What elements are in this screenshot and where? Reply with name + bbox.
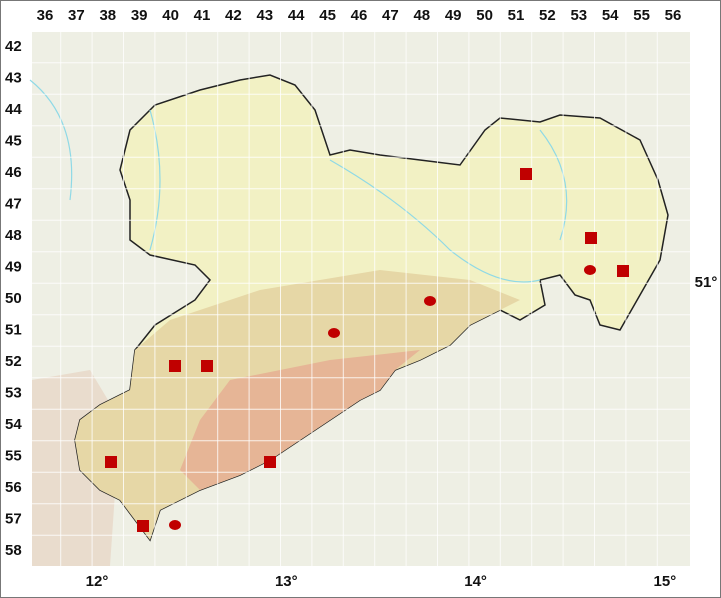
square-marker [617,265,629,277]
column-label: 40 [162,7,179,24]
row-label: 49 [5,258,22,275]
column-label: 54 [602,7,619,24]
row-label: 46 [5,164,22,181]
square-marker [137,520,149,532]
column-label: 45 [319,7,336,24]
labels: 36 37 38 39 40 41 42 43 44 45 46 47 48 49 50 51 52 53 54 55… [5,7,717,590]
grid [32,32,690,566]
longitude-label: 12° [86,573,109,590]
circle-marker [584,265,596,275]
column-label: 36 [37,7,54,24]
row-label: 48 [5,227,22,244]
column-label: 47 [382,7,399,24]
row-label: 44 [5,101,22,118]
column-label: 43 [256,7,273,24]
latitude-label: 51° [695,274,718,291]
column-label: 50 [476,7,493,24]
row-label: 45 [5,132,22,149]
longitude-label: 15° [654,573,677,590]
column-label: 48 [413,7,430,24]
row-label: 58 [5,542,22,559]
circle-marker [424,296,436,306]
longitude-label: 14° [464,573,487,590]
circle-marker [328,328,340,338]
relief-mountains [180,350,420,490]
square-marker [520,168,532,180]
column-label: 38 [99,7,116,24]
markers [105,168,629,532]
column-label: 39 [131,7,148,24]
column-label: 51 [508,7,525,24]
rivers [29,79,568,283]
column-label: 44 [288,7,305,24]
row-label: 53 [5,384,22,401]
circle-marker [169,520,181,530]
square-marker [264,456,276,468]
column-label: 46 [351,7,368,24]
column-label: 53 [570,7,587,24]
column-label: 41 [194,7,211,24]
column-label: 55 [633,7,650,24]
row-label: 43 [5,69,22,86]
row-label: 56 [5,479,22,496]
square-marker [169,360,181,372]
row-label: 54 [5,416,22,433]
row-label: 52 [5,353,22,370]
row-label: 55 [5,447,22,464]
column-label: 37 [68,7,85,24]
column-label: 56 [665,7,682,24]
square-marker [585,232,597,244]
row-label: 51 [5,321,22,338]
longitude-label: 13° [275,573,298,590]
column-label: 52 [539,7,556,24]
column-label: 49 [445,7,462,24]
square-marker [201,360,213,372]
column-label: 42 [225,7,242,24]
row-label: 57 [5,510,22,527]
row-label: 47 [5,195,22,212]
square-marker [105,456,117,468]
row-label: 50 [5,290,22,307]
row-label: 42 [5,38,22,55]
